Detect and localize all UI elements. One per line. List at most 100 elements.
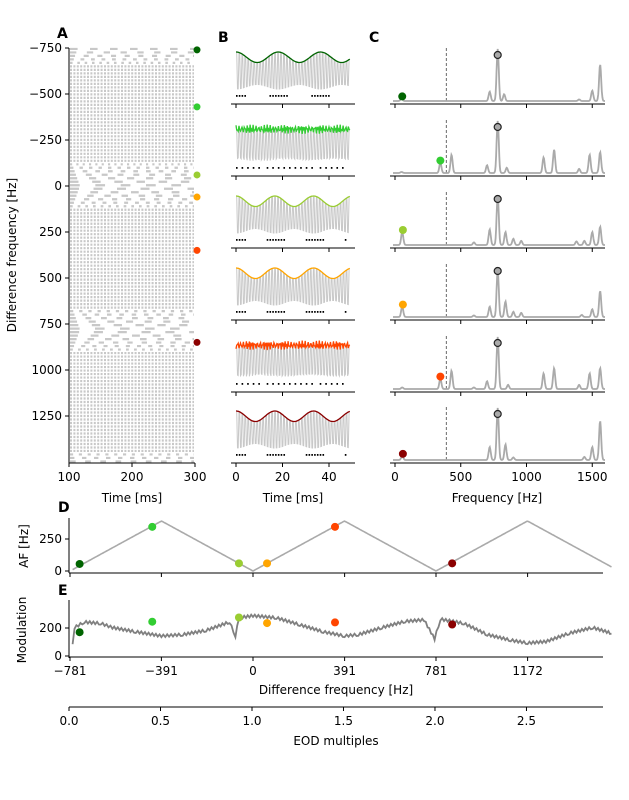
spike [342,167,344,169]
af-peak-marker [398,92,407,101]
spike [336,383,339,385]
spike [294,167,297,169]
modulation-curve [71,613,612,646]
panel-a-ytick-label: −750 [29,41,62,55]
spike [277,311,280,313]
panel-a-ytick-label: 0 [54,179,62,193]
eod-peak-marker [493,50,502,60]
spike [247,167,249,169]
panel-e-xtick-label: 0 [249,664,257,678]
spike [311,383,313,385]
spike [316,239,319,241]
panel-a-ytick-label: 1000 [31,363,62,377]
panel-a-ytick-label: 750 [39,317,62,331]
spike [258,383,260,385]
panel-a-ytick-label: −500 [29,87,62,101]
af-peak-marker [398,449,407,458]
spike [305,167,308,169]
power-spectrum [393,336,605,390]
panel-d-ytick-label: 0 [54,564,62,578]
spike [316,454,319,456]
af-curve [72,520,612,572]
spike [277,95,280,97]
spike [266,167,269,169]
cell-marker [193,246,201,254]
panel-a-xtick-label: 300 [184,470,207,484]
panel-e-xtick-label: 781 [425,664,448,678]
panel-b-xtick-label: 40 [321,470,336,484]
spike [314,95,316,97]
spike [241,167,244,169]
spike [322,239,325,241]
eod-peak-marker [493,194,502,204]
spike [269,95,272,97]
spike [316,95,319,97]
eod-multiples-tick-label: 1.0 [242,714,261,728]
spike [308,454,311,456]
spike [272,95,274,97]
spike [275,95,277,97]
spike [241,311,244,313]
panel-a-ytick-label: −250 [29,133,62,147]
panel-c-xtick-label: 1000 [511,470,542,484]
envelope-line [236,195,351,208]
envelope-line [235,340,351,351]
spike [244,239,246,241]
spike [266,239,269,241]
spike [277,239,280,241]
spike [305,383,308,385]
spike [311,454,313,456]
spike [277,167,280,169]
panel-a-ytick-label: 500 [39,271,62,285]
spike [322,454,325,456]
envelope-line [235,124,351,135]
spike [266,311,269,313]
spike [283,239,286,241]
spike [344,311,347,313]
spike [247,383,249,385]
spike [283,454,286,456]
spike [269,454,272,456]
spike [314,239,316,241]
spike [272,383,274,385]
eod-multiples-tick-label: 1.5 [334,714,353,728]
modulation-cell-marker [263,619,272,628]
spike [238,239,241,241]
panel-e-xtick-label: −781 [54,664,87,678]
spike [275,454,277,456]
spike [280,239,283,241]
spike [277,383,280,385]
eod-multiples-xlabel: EOD multiples [293,734,378,748]
spike [244,311,246,313]
spike [330,383,333,385]
spike [283,95,286,97]
spike [322,311,325,313]
spike [319,239,322,241]
panel-e-ytick-label: 0 [54,649,62,663]
panel-c-xlabel: Frequency [Hz] [452,491,543,505]
spike [294,383,297,385]
envelope-line [236,410,351,423]
spike [269,311,272,313]
spike [280,95,283,97]
spike [236,239,238,241]
spike [325,95,327,97]
spike [275,239,277,241]
spike [280,311,283,313]
spike [305,239,308,241]
spike [283,167,286,169]
panel-e-ytick-label: 200 [39,621,62,635]
panel-e-xtick-label: 1172 [512,664,543,678]
spike [236,383,238,385]
spike [342,383,344,385]
spike [236,454,238,456]
spike [236,167,238,169]
panel-label-d: D [58,500,70,516]
spike [319,383,322,385]
eod-multiples-tick-label: 0.0 [59,714,78,728]
spike [241,383,244,385]
panel-e-xlabel: Difference frequency [Hz] [259,683,413,697]
spike [286,95,288,97]
spike [311,239,313,241]
